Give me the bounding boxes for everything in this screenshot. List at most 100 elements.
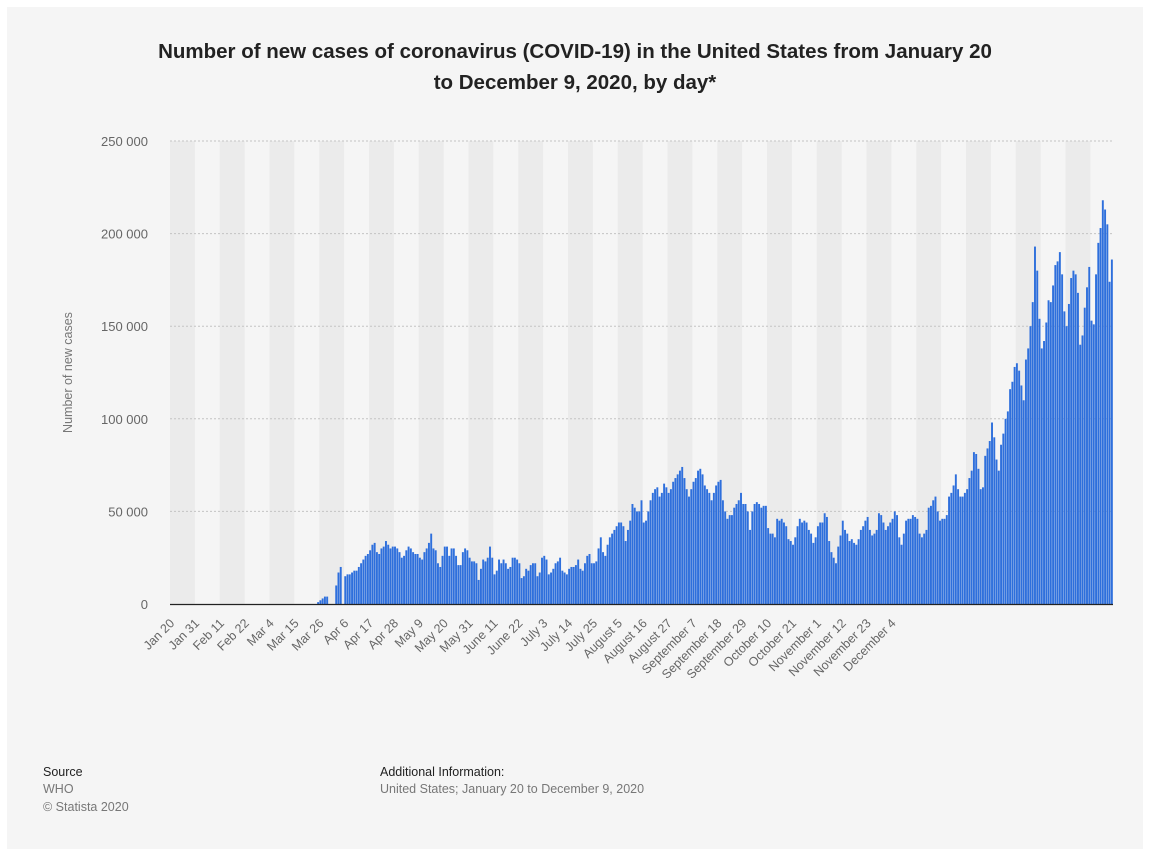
bar	[615, 526, 618, 604]
bar	[538, 572, 541, 604]
bar	[362, 559, 365, 604]
bar	[421, 559, 424, 604]
bar	[920, 537, 923, 604]
chart-title: Number of new cases of coronavirus (COVI…	[0, 36, 1150, 98]
background-band	[269, 141, 295, 604]
bar	[1045, 322, 1048, 604]
bar	[764, 505, 767, 604]
bar	[452, 548, 455, 604]
bar	[767, 528, 770, 604]
bar	[706, 489, 709, 604]
bar	[552, 568, 555, 604]
bar	[450, 548, 453, 604]
bar	[995, 459, 998, 604]
y-tick-label: 50 000	[108, 504, 148, 519]
bar	[927, 507, 930, 604]
bar	[957, 489, 960, 604]
bar	[749, 529, 752, 604]
bar	[319, 600, 322, 604]
bar	[418, 557, 421, 604]
bar	[373, 542, 376, 604]
background-band	[418, 141, 444, 604]
bar	[1067, 303, 1070, 604]
bar	[464, 548, 467, 604]
bar	[667, 492, 670, 604]
bar	[427, 542, 430, 604]
bar	[484, 561, 487, 604]
bar	[688, 496, 690, 604]
bar	[1004, 418, 1007, 604]
bar	[726, 518, 729, 604]
bar	[1052, 285, 1055, 604]
bar	[665, 487, 668, 604]
bar	[649, 500, 652, 604]
bar	[414, 553, 417, 604]
bar	[828, 541, 831, 604]
bar	[941, 518, 944, 604]
bar	[857, 539, 860, 604]
bar	[531, 563, 534, 604]
bar	[1000, 444, 1003, 604]
bar	[536, 576, 539, 604]
bar	[855, 544, 858, 604]
bar	[387, 544, 390, 604]
bar	[966, 489, 969, 604]
bar	[527, 570, 530, 604]
bar	[701, 474, 704, 604]
bar	[934, 496, 937, 604]
bar	[1002, 433, 1005, 604]
bar	[645, 520, 647, 604]
bar	[868, 529, 871, 604]
bar	[690, 489, 693, 604]
bar	[446, 546, 448, 604]
bar	[803, 520, 806, 604]
bar	[1034, 246, 1036, 604]
bar	[970, 470, 973, 604]
bar	[792, 544, 794, 604]
bar	[780, 518, 783, 604]
bar	[1015, 363, 1018, 604]
bar	[651, 492, 654, 604]
bar	[353, 570, 356, 604]
bar	[841, 520, 844, 604]
bar	[1009, 389, 1012, 604]
y-tick-label: 0	[141, 597, 148, 612]
bar	[489, 546, 491, 604]
bar	[622, 526, 625, 604]
bar	[762, 505, 765, 604]
bar	[1092, 324, 1095, 604]
bar	[721, 500, 724, 604]
bar	[366, 553, 369, 604]
bar	[584, 563, 586, 604]
bar	[979, 489, 982, 604]
bar	[550, 572, 553, 604]
bar	[875, 529, 878, 604]
bar	[1083, 307, 1086, 604]
bar	[850, 539, 853, 604]
bar	[599, 537, 602, 604]
bar	[638, 511, 641, 604]
bar	[407, 546, 410, 604]
bar	[448, 555, 451, 604]
bar	[715, 485, 718, 604]
bar	[812, 542, 815, 604]
bar	[348, 574, 351, 604]
bar	[608, 537, 611, 604]
bar	[984, 455, 987, 604]
bar	[939, 520, 941, 604]
bar	[1054, 265, 1057, 604]
bar	[479, 568, 482, 604]
bar	[477, 579, 480, 604]
bar	[816, 526, 819, 604]
bar	[620, 522, 623, 604]
bar	[982, 487, 984, 604]
bar	[710, 500, 713, 604]
bar	[617, 522, 620, 604]
bar	[631, 503, 634, 604]
bar	[993, 437, 996, 604]
bar	[351, 572, 354, 604]
bar	[678, 470, 681, 604]
bar	[975, 453, 978, 604]
bar	[839, 535, 842, 604]
bar	[1088, 266, 1091, 604]
